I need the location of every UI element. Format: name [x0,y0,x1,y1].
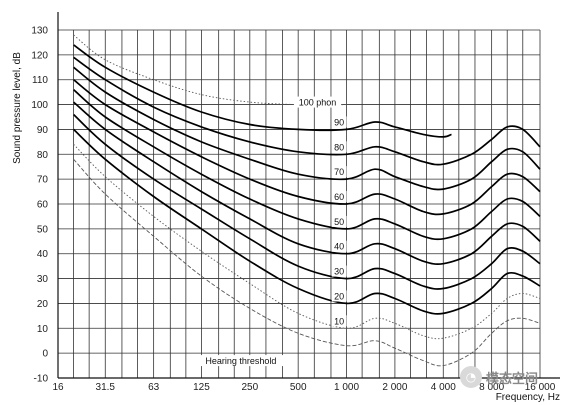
annotation-bg [192,355,289,367]
annotation-bg [331,191,347,203]
phon-label: 30 [334,267,344,277]
x-tick-label: 2 000 [382,382,407,393]
annotation-bg [331,166,347,178]
y-tick-label: -10 [34,374,49,385]
phon-label: 80 [334,142,344,152]
x-tick-label: 16 [52,382,64,393]
annotation-bg [331,116,347,128]
y-axis-label: Sound pressure level, dB [12,52,23,164]
phon-label: Hearing threshold [205,356,276,366]
y-tick-label: 110 [32,75,48,86]
y-tick-label: 40 [37,249,49,260]
x-tick-label: 4 000 [431,382,456,393]
x-axis-label: Frequency, Hz [496,392,560,403]
x-tick-labels: 16 31.5 63 125 250 500 1 000 2 000 4 000 8 000 16 … [52,382,555,393]
y-tick-label: 60 [37,200,49,211]
y-tick-label: 90 [37,125,49,136]
series-line [73,79,541,216]
x-tick-label: 500 [290,382,307,393]
series-line [73,113,541,290]
phon-label: 100 phon [299,98,337,108]
y-tick-label: 120 [31,50,48,61]
series-line [73,101,541,266]
x-tick-label: 8 000 [479,382,504,393]
y-tick-label: 20 [37,299,49,310]
y-tick-label: 0 [42,349,48,360]
chart-grid [57,12,560,379]
series-line [73,66,541,191]
x-tick-label: 63 [148,382,160,393]
phon-label: 10 [334,316,344,326]
y-tick-label: 70 [37,175,49,186]
chart-annotations: 100 phon 90 80 70 60 50 40 30 20 10 Hearing thresh… [192,96,347,367]
phon-label: 70 [334,167,344,177]
annotation-bg [331,240,347,252]
y-tick-label: 10 [37,324,49,335]
annotation-bg [331,141,347,153]
annotation-bg [293,96,342,108]
series-line [73,89,541,241]
watermark-text: 模态空间 [486,371,539,387]
chart-series [73,34,541,367]
watermark: ◔ 模态空间 [460,366,560,388]
y-tick-label: 100 [31,100,48,111]
series-line [73,158,541,367]
wechat-icon: ◔ [460,366,482,388]
y-tick-label: 50 [37,224,49,235]
series-line [73,44,452,138]
x-tick-label: 1 000 [334,382,359,393]
y-tick-label: 130 [31,26,48,37]
phon-label: 50 [334,217,344,227]
x-tick-label: 16 000 [525,382,556,393]
annotation-bg [331,265,347,277]
x-tick-label: 125 [193,382,210,393]
x-tick-label: 250 [241,382,258,393]
phon-label: 20 [334,291,344,301]
y-tick-label: 30 [37,274,49,285]
series-line [73,56,541,166]
series-line [73,143,541,340]
y-tick-labels: -10 0 10 20 30 40 50 60 70 80 90 100 110 120 130 [31,26,48,385]
phon-label: 90 [334,117,344,127]
x-tick-label: 31.5 [96,382,116,393]
phon-label: 60 [334,192,344,202]
series-line [73,34,347,106]
series-line [73,128,541,315]
annotation-bg [331,315,347,327]
annotation-bg [331,215,347,227]
annotation-bg [331,290,347,302]
phon-label: 40 [334,242,344,252]
y-tick-label: 80 [37,150,49,161]
